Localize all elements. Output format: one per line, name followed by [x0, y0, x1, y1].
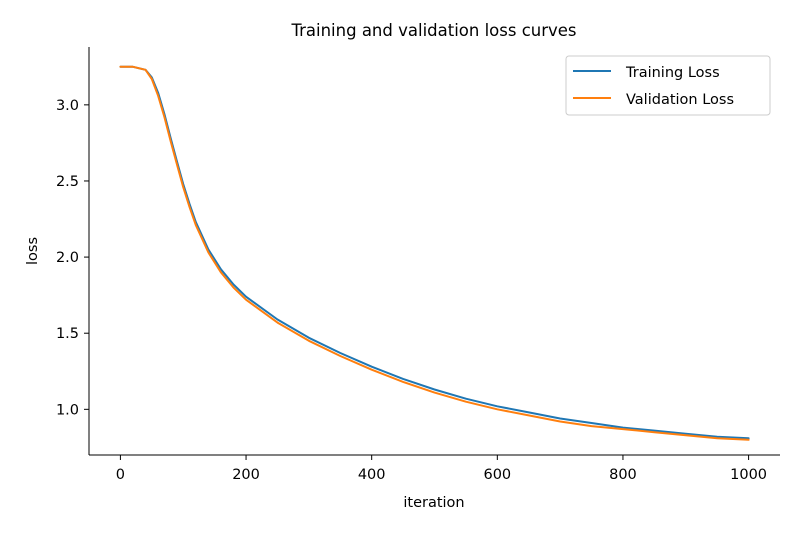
y-tick-label: 1.5 [56, 326, 79, 342]
x-axis-ticks: 0 200 400 600 800 1000 [116, 455, 767, 483]
y-axis-ticks: 1.0 1.5 2.0 2.5 3.0 [56, 98, 89, 418]
y-tick-label: 3.0 [56, 98, 79, 114]
plot-area: 0 200 400 600 800 1000 1.0 1.5 2.0 2.5 3.0 [56, 47, 780, 483]
y-tick-label: 2.5 [56, 174, 79, 190]
chart-title: Training and validation loss curves [290, 21, 576, 40]
series-line-training-loss [119, 65, 750, 440]
legend-box [565, 55, 771, 116]
x-axis-label: iteration [403, 495, 464, 511]
legend-label-training: Training Loss [625, 65, 720, 81]
x-tick-label: 600 [483, 467, 511, 483]
series-line-validation-loss [119, 65, 750, 441]
series-lines [119, 65, 750, 441]
x-tick-label: 200 [232, 467, 260, 483]
x-tick-label: 800 [609, 467, 637, 483]
x-tick-label: 400 [358, 467, 386, 483]
y-tick-label: 1.0 [56, 402, 79, 418]
x-tick-label: 1000 [730, 467, 767, 483]
y-tick-label: 2.0 [56, 250, 79, 266]
x-tick-label: 0 [116, 467, 125, 483]
legend-label-validation: Validation Loss [626, 92, 734, 108]
y-axis-label: loss [25, 237, 41, 265]
legend: Training Loss Validation Loss [565, 55, 771, 116]
